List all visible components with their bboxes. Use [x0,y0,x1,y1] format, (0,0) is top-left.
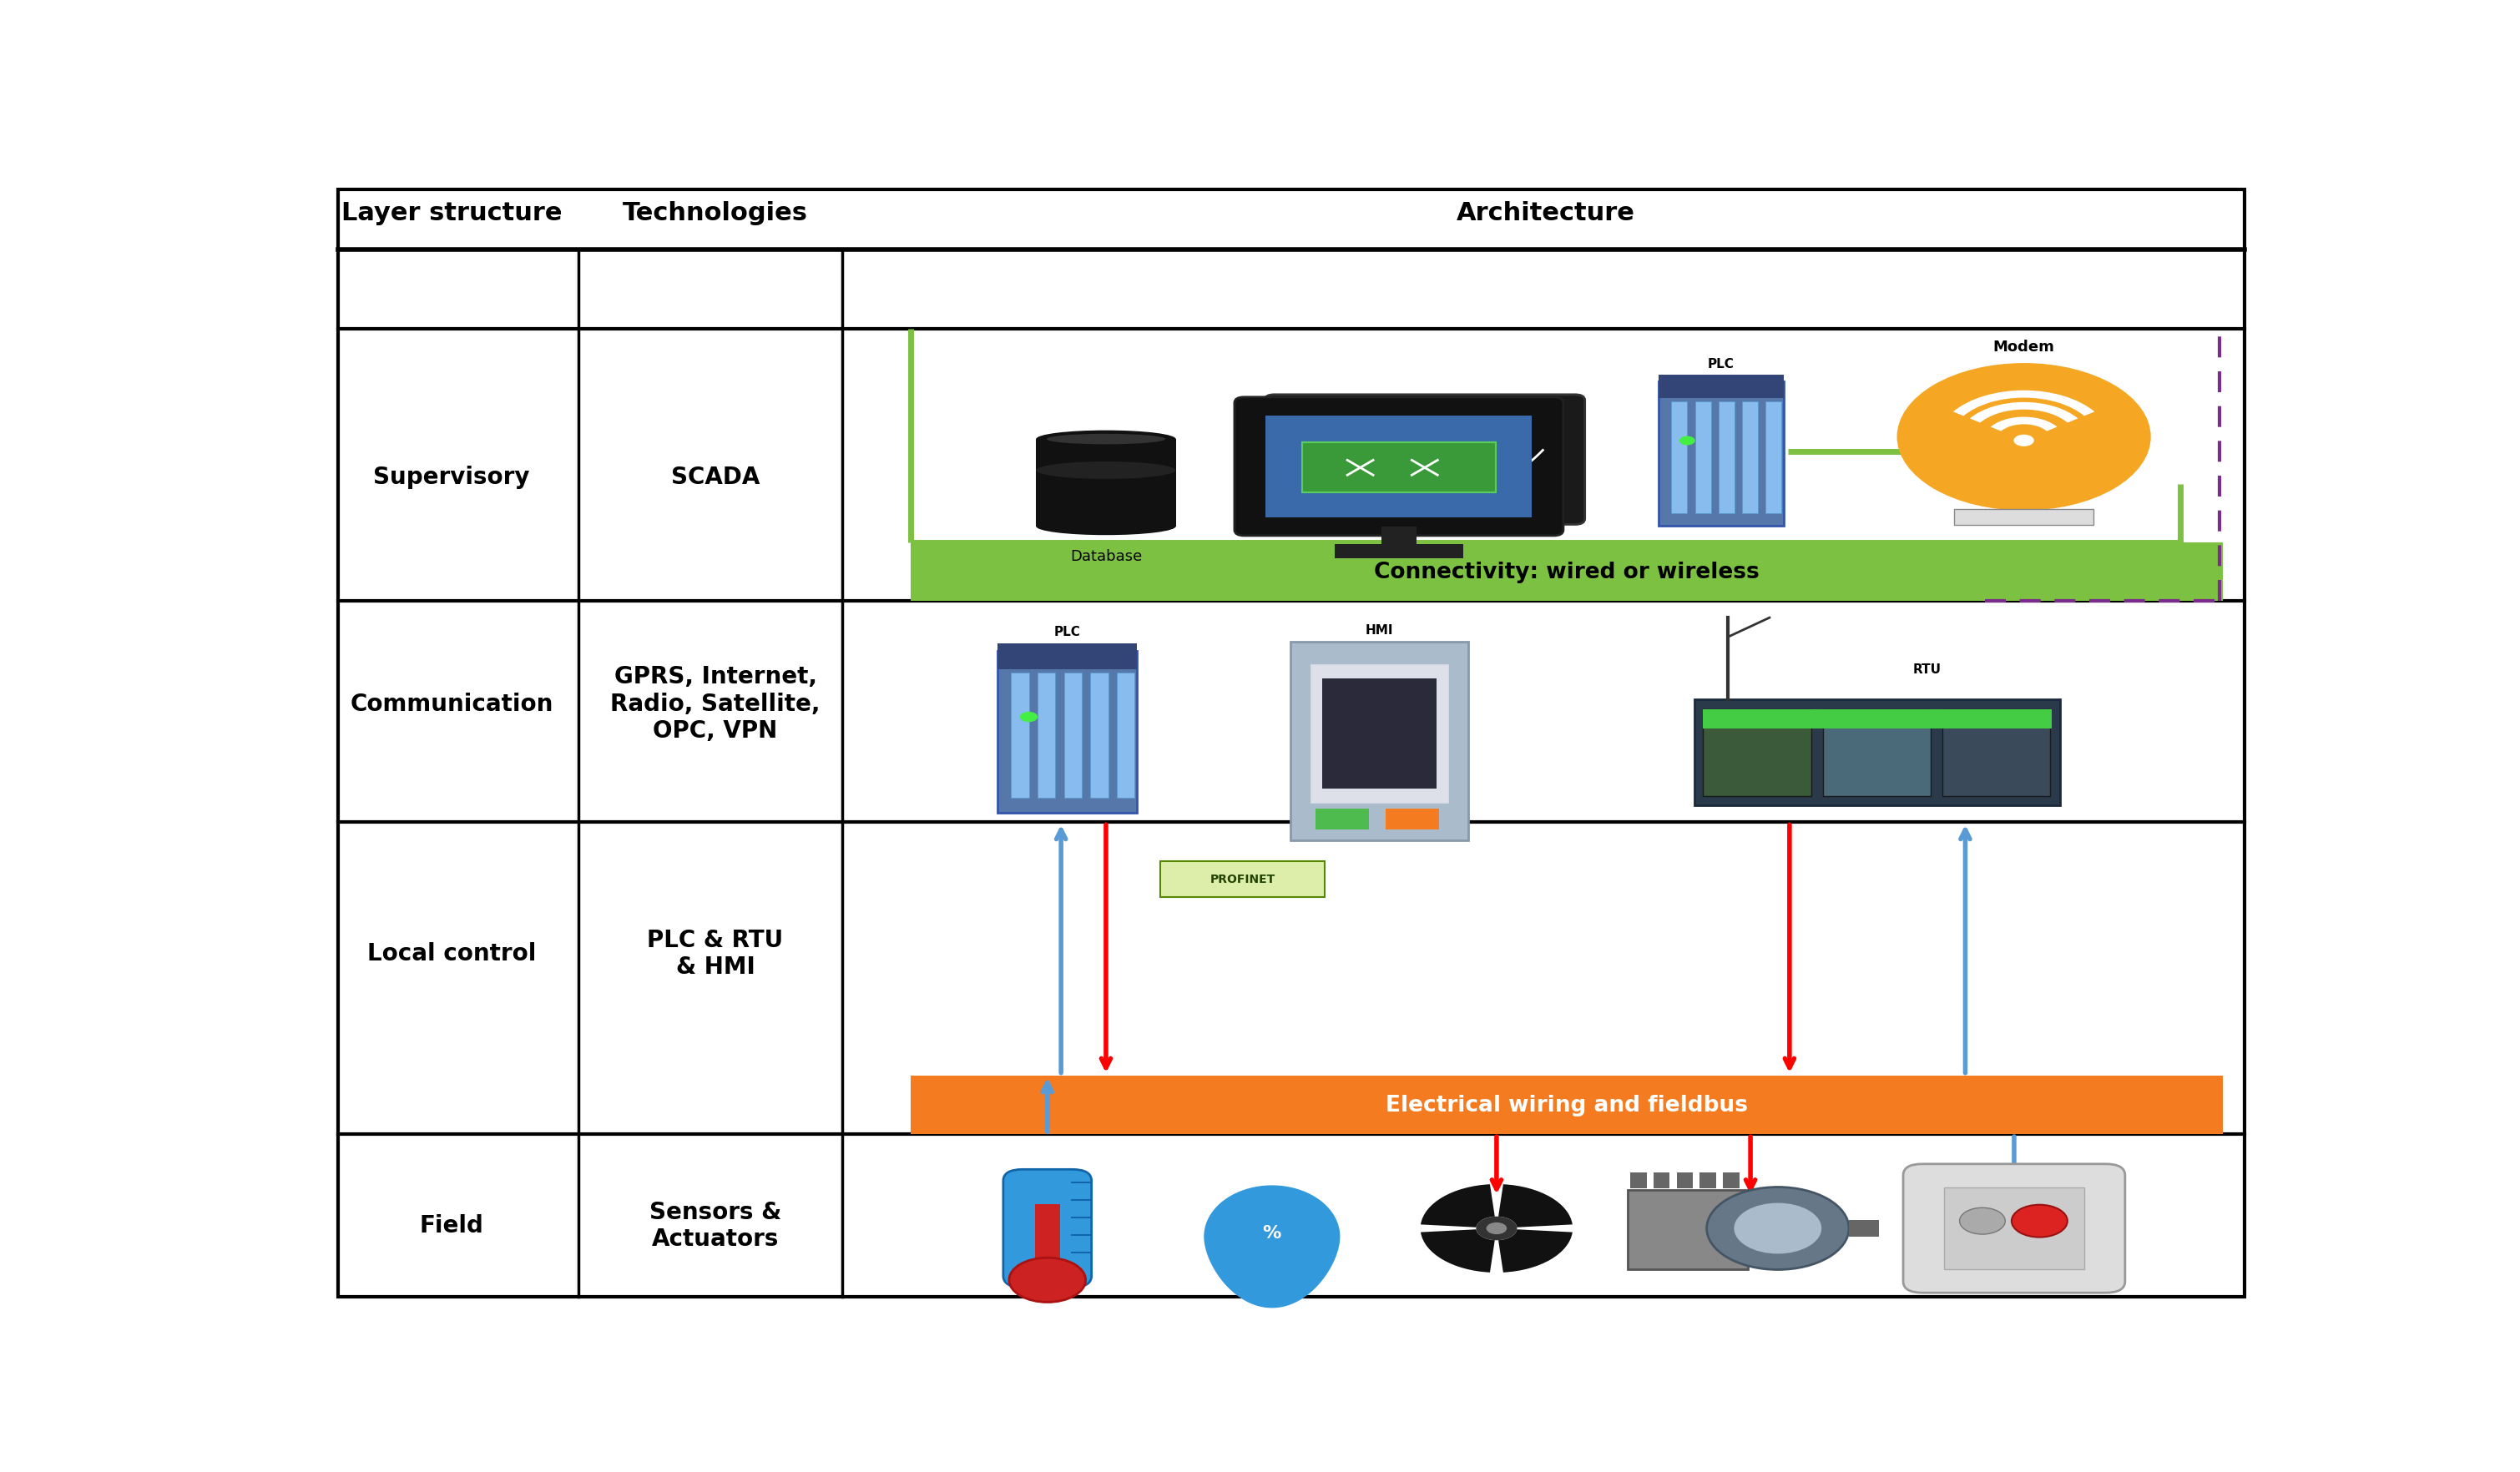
Bar [1011,673,1028,798]
Text: Communication: Communication [350,692,554,715]
Ellipse shape [1036,518,1177,536]
Text: SCADA: SCADA [670,465,759,489]
Wedge shape [1421,1229,1494,1272]
Bar [1038,673,1056,798]
Bar [1767,402,1782,514]
Bar [1310,664,1449,804]
Bar [998,651,1137,813]
Circle shape [1021,712,1038,723]
Bar [1063,673,1081,798]
Bar [1315,810,1368,830]
Text: Architecture: Architecture [1457,200,1635,225]
FancyBboxPatch shape [1903,1164,2124,1292]
Text: PLC: PLC [1709,358,1734,369]
Circle shape [1734,1203,1822,1254]
Bar [1696,402,1711,514]
FancyBboxPatch shape [1235,397,1562,536]
Bar [1336,545,1464,559]
Bar [910,1076,2223,1135]
Bar [1741,402,1759,514]
Text: Field: Field [421,1213,484,1236]
Bar [1658,383,1784,527]
Bar [1630,1173,1646,1189]
Text: Supervisory: Supervisory [373,465,529,489]
Bar [1671,402,1688,514]
Text: Sensors &
Actuators: Sensors & Actuators [650,1200,781,1250]
Circle shape [1678,437,1696,446]
Bar [1701,1173,1716,1189]
Bar [1386,810,1439,830]
Bar [1696,701,2059,807]
Text: PLC & RTU
& HMI: PLC & RTU & HMI [648,927,784,979]
Bar [1290,414,1557,511]
Text: PLC: PLC [1053,626,1081,637]
Bar [1658,375,1784,399]
Bar [1676,1173,1693,1189]
Circle shape [1898,364,2150,511]
Bar [1724,1173,1739,1189]
Bar [1036,440,1177,527]
Text: HMI: HMI [1366,624,1394,636]
Bar [1290,642,1469,841]
Bar [1091,673,1109,798]
Text: Connectivity: wired or wireless: Connectivity: wired or wireless [1373,561,1759,583]
Circle shape [1008,1259,1086,1303]
Text: Local control: Local control [368,942,537,964]
Bar [1945,1188,2084,1269]
Wedge shape [1953,392,2094,417]
Bar [1303,443,1494,493]
Bar [1704,710,1812,796]
Text: Technologies: Technologies [622,200,809,225]
Bar [1719,402,1734,514]
Text: Modem: Modem [1993,340,2054,355]
Bar [1943,710,2051,796]
Text: PROFINET: PROFINET [1210,873,1275,885]
Ellipse shape [1046,434,1164,445]
Bar [1822,710,1930,796]
Bar [998,643,1137,670]
Wedge shape [1971,403,2079,424]
Circle shape [1487,1223,1507,1235]
Text: RTU: RTU [1913,664,1940,676]
Bar [1162,861,1326,898]
Circle shape [1961,1209,2006,1235]
Ellipse shape [1036,431,1177,449]
Bar [1653,1173,1671,1189]
Bar [910,543,2223,602]
Wedge shape [1499,1229,1572,1272]
Wedge shape [1499,1185,1572,1228]
Bar [1265,415,1532,518]
Text: %: % [1263,1225,1280,1241]
Bar [1704,710,2051,729]
FancyBboxPatch shape [1265,394,1585,526]
FancyBboxPatch shape [1003,1170,1091,1288]
Bar [1381,527,1416,546]
Bar [1036,1204,1061,1272]
Text: GPRS, Internet,
Radio, Satellite,
OPC, VPN: GPRS, Internet, Radio, Satellite, OPC, V… [610,665,822,742]
Bar [1953,509,2094,526]
Circle shape [1706,1188,1850,1270]
Text: Electrical wiring and fieldbus: Electrical wiring and fieldbus [1386,1094,1749,1116]
Text: Layer structure: Layer structure [340,200,562,225]
Bar [1850,1220,1880,1236]
Text: Database: Database [1071,549,1142,564]
Ellipse shape [1036,462,1177,480]
Wedge shape [1421,1185,1494,1228]
Polygon shape [1205,1186,1341,1307]
Bar [1628,1191,1749,1270]
Circle shape [1477,1216,1517,1241]
Bar [1116,673,1134,798]
Wedge shape [1991,418,2056,431]
Circle shape [2011,1206,2066,1238]
Circle shape [2013,436,2034,447]
Bar [1323,679,1436,789]
